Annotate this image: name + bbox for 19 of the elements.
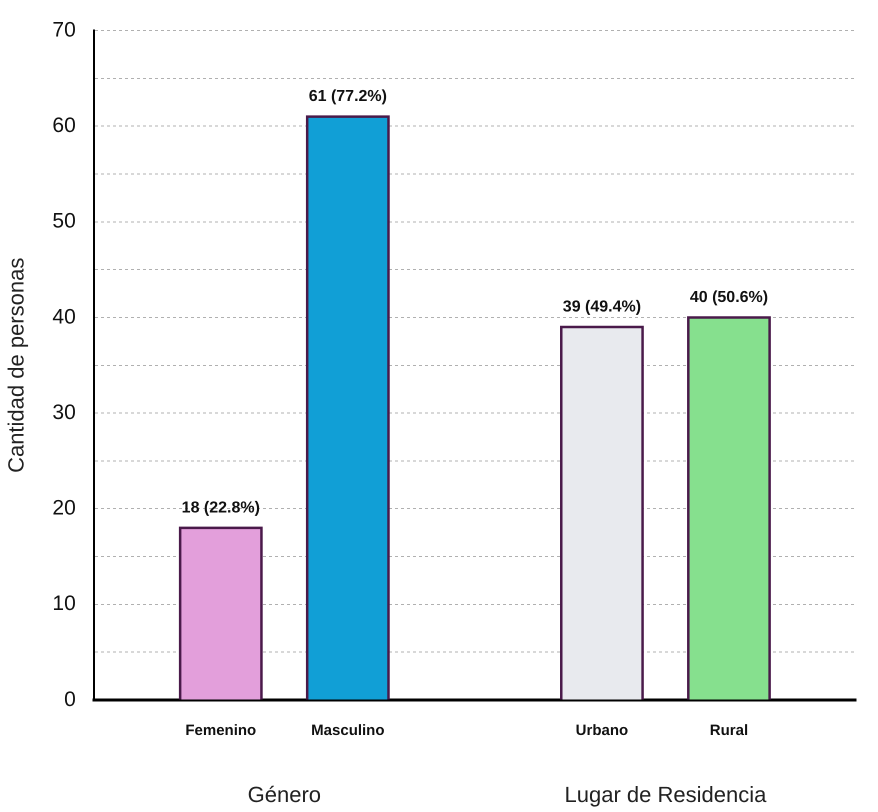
- y-tick-label: 50: [52, 210, 76, 233]
- x-tick-label: Rural: [710, 722, 748, 740]
- x-tick-label: Femenino: [185, 722, 256, 740]
- x-tick-label: Urbano: [576, 722, 628, 740]
- y-tick-label: 10: [52, 592, 76, 616]
- y-tick-label: 40: [52, 305, 76, 328]
- y-tick-label: 0: [64, 688, 76, 711]
- y-tick-label: 30: [52, 400, 76, 424]
- y-tick-label: 20: [52, 496, 76, 520]
- x-tick-label: Masculino: [311, 722, 385, 740]
- data-label: 61 (77.2%): [308, 88, 387, 106]
- y-axis-title: Cantidad de personas: [3, 258, 28, 473]
- y-tick-label: 70: [52, 18, 76, 42]
- data-label: 39 (49.4%): [562, 298, 642, 316]
- data-label: 18 (22.8%): [182, 499, 260, 516]
- data-label: 40 (50.6%): [690, 288, 768, 306]
- y-tick-label: 60: [52, 114, 76, 138]
- text: Lugar de Residencia: [564, 782, 768, 807]
- text: Género: [248, 782, 322, 807]
